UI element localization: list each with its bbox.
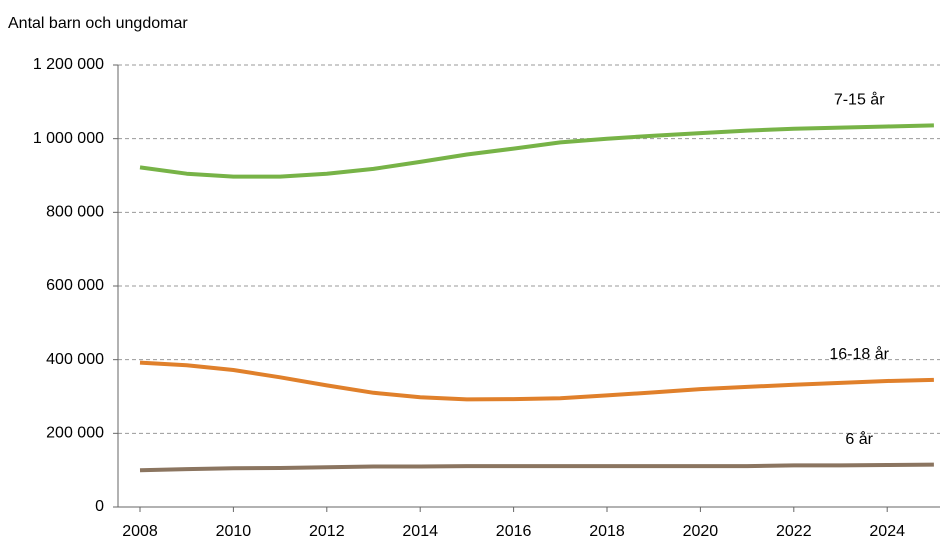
series-line: [139, 462, 934, 473]
x-tick-label: 2012: [309, 523, 345, 540]
y-tick-label: 800 000: [46, 204, 104, 221]
x-tick-label: 2018: [589, 523, 625, 540]
series-line: [139, 360, 934, 402]
x-tick-label: 2020: [683, 523, 719, 540]
x-tick-label: 2010: [216, 523, 252, 540]
x-tick-label: 2008: [122, 523, 158, 540]
y-tick-label: 200 000: [46, 425, 104, 442]
series-label: 16-18 år: [829, 345, 889, 363]
y-tick-label: 600 000: [46, 277, 104, 294]
y-tick-label: 400 000: [46, 351, 104, 368]
x-tick-label: 2024: [869, 523, 905, 540]
y-tick-label: 1 000 000: [33, 130, 104, 147]
x-tick-label: 2014: [402, 523, 438, 540]
y-axis-label: Antal barn och ungdomar: [8, 15, 188, 32]
x-tick-label: 2016: [496, 523, 532, 540]
x-tick-label: 2022: [776, 523, 812, 540]
y-tick-label: 0: [95, 498, 104, 515]
series-label: 6 år: [845, 430, 873, 448]
series-label: 7-15 år: [834, 91, 885, 109]
series-line: [139, 123, 934, 179]
y-tick-label: 1 200 000: [33, 56, 104, 73]
